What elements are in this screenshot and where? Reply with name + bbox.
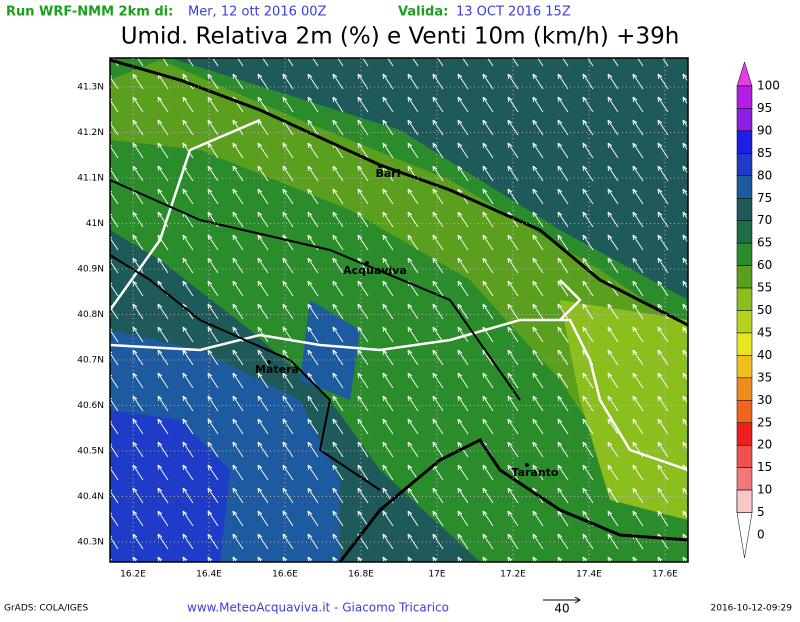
place-dot: [525, 463, 529, 467]
map: [110, 58, 688, 562]
colorbar-label: 70: [757, 213, 772, 227]
colorbar-label: 80: [757, 168, 772, 182]
colorbar-swatch: [736, 153, 753, 177]
run-date: Mer, 12 ott 2016 00Z: [188, 5, 327, 20]
lat-label: 40.7N: [77, 356, 104, 366]
colorbar-swatch: [736, 310, 753, 334]
vector-scale: 40: [554, 602, 569, 616]
site: www.MeteoAcquaviva.it - Giacomo Tricaric…: [187, 601, 449, 615]
colorbar-label: 50: [757, 303, 772, 317]
place-dot: [267, 360, 271, 364]
colorbar-swatch: [736, 444, 753, 468]
lon-label: 17.2E: [500, 570, 526, 580]
lat-label: 40.8N: [77, 310, 104, 320]
colorbar-label: 65: [757, 236, 772, 250]
lon-label: 16.8E: [348, 570, 374, 580]
lon-label: 16.2E: [120, 570, 146, 580]
credit: GrADS: COLA/IGES: [4, 604, 88, 614]
lat-label: 41.3N: [77, 83, 104, 93]
colorbar-swatch: [736, 265, 753, 289]
colorbar-label: 15: [757, 460, 772, 474]
lat-label: 41.2N: [77, 128, 104, 138]
colorbar-label: 75: [757, 191, 772, 205]
lat-label: 40.4N: [77, 492, 104, 502]
title: Umid. Relativa 2m (%) e Venti 10m (km/h)…: [121, 24, 680, 50]
colorbar-cap: [736, 61, 753, 87]
lat-label: 40.9N: [77, 265, 104, 275]
map-frame: [109, 57, 689, 563]
timestamp: 2016-10-12-09:29: [711, 604, 793, 614]
colorbar-swatch: [736, 242, 753, 266]
colorbar-label: 35: [757, 370, 772, 384]
colorbar-label: 90: [757, 123, 772, 137]
colorbar-label: 0: [757, 528, 765, 542]
colorbar-label: 20: [757, 438, 772, 452]
lat-label: 40.6N: [77, 401, 104, 411]
run-label: Run WRF-NMM 2km di:: [6, 5, 173, 20]
colorbar-swatch: [736, 130, 753, 154]
colorbar-swatch: [736, 489, 753, 513]
colorbar-swatch: [736, 355, 753, 379]
colorbar-swatch: [736, 220, 753, 244]
vector-arrow: [543, 596, 581, 604]
colorbar-label: 45: [757, 325, 772, 339]
colorbar-cap: [736, 512, 753, 559]
colorbar-label: 40: [757, 348, 772, 362]
colorbar-swatch: [736, 422, 753, 446]
colorbar-label: 10: [757, 483, 772, 497]
lat-label: 41.1N: [77, 174, 104, 184]
colorbar-label: 60: [757, 258, 772, 272]
lat-label: 40.5N: [77, 447, 104, 457]
colorbar-swatch: [736, 377, 753, 401]
lon-label: 16.4E: [196, 570, 222, 580]
place-label: Taranto: [511, 466, 558, 479]
colorbar-label: 95: [757, 101, 772, 115]
colorbar-swatch: [736, 198, 753, 221]
valid-label: Valida:: [398, 5, 448, 20]
colorbar-swatch: [736, 175, 753, 199]
place-dot: [378, 164, 382, 168]
place-label: Bari: [375, 167, 400, 180]
colorbar-label: 30: [757, 393, 772, 407]
colorbar-label: 85: [757, 146, 772, 160]
place-label: Acquaviva: [343, 264, 407, 277]
colorbar-swatch: [736, 108, 753, 132]
valid-date: 13 OCT 2016 15Z: [456, 5, 571, 20]
colorbar-label: 100: [757, 79, 780, 93]
lon-label: 16.6E: [272, 570, 298, 580]
lon-label: 17.4E: [576, 570, 602, 580]
lon-label: 17E: [428, 570, 445, 580]
colorbar-swatch: [736, 332, 753, 356]
colorbar-label: 5: [757, 505, 765, 519]
lat-label: 40.3N: [77, 538, 104, 548]
place-label: Matera: [255, 363, 299, 376]
colorbar-label: 55: [757, 281, 772, 295]
colorbar-swatch: [736, 85, 753, 109]
colorbar-swatch: [736, 287, 753, 311]
lat-label: 41N: [86, 219, 104, 229]
colorbar-label: 25: [757, 415, 772, 429]
colorbar-swatch: [736, 400, 753, 423]
lon-label: 17.6E: [652, 570, 678, 580]
place-dot: [365, 261, 369, 265]
colorbar-swatch: [736, 467, 753, 491]
